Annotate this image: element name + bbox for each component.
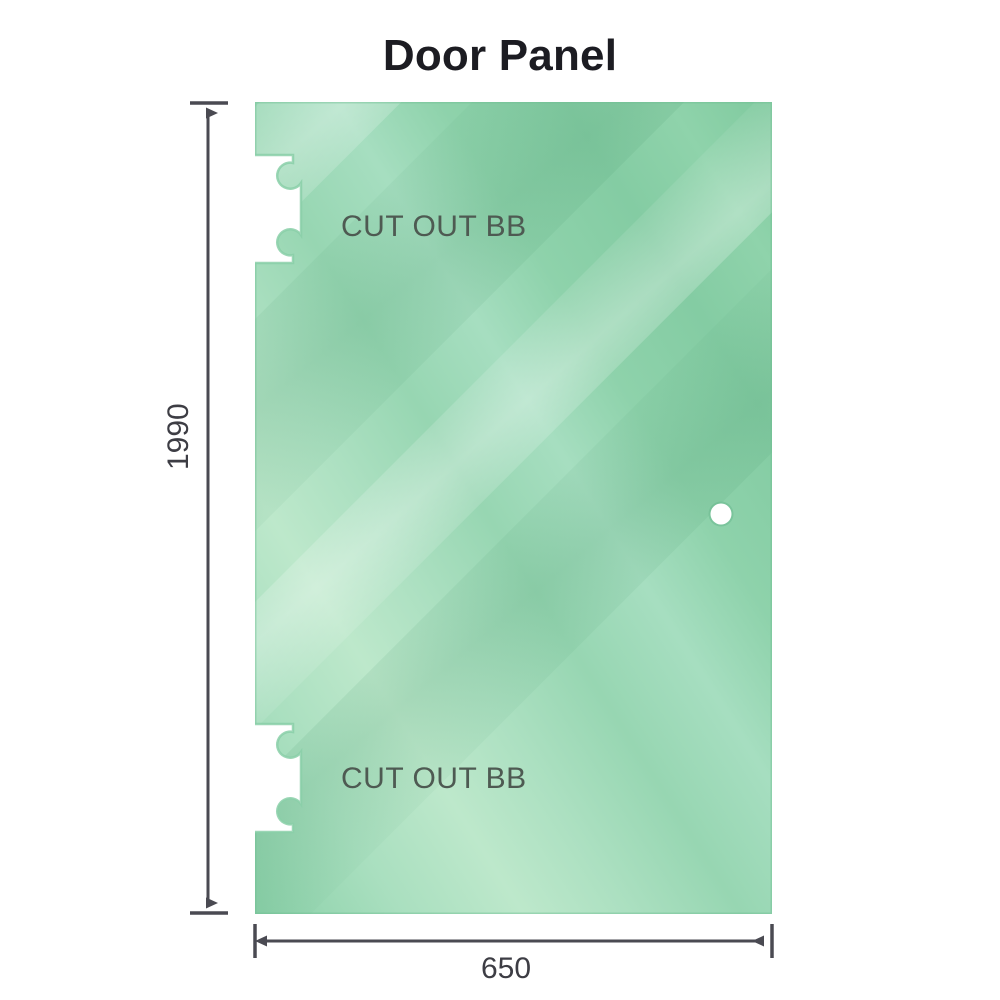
height-dimension bbox=[190, 101, 228, 915]
cutout-label-top: CUT OUT BB bbox=[341, 210, 527, 243]
cutout-bb-bottom-outline bbox=[255, 722, 303, 834]
glass-panel-graphic bbox=[255, 102, 772, 914]
cutout-bb-top-outline bbox=[255, 153, 303, 265]
width-dimension-value: 650 bbox=[0, 952, 1000, 986]
page-title: Door Panel bbox=[382, 31, 618, 80]
cutout-label-bottom: CUT OUT BB bbox=[341, 762, 527, 795]
height-dimension-value: 1990 bbox=[162, 403, 195, 470]
glass-body bbox=[255, 102, 772, 914]
width-value-text: 650 bbox=[480, 952, 532, 985]
handle-hole bbox=[708, 501, 734, 527]
glass-panel bbox=[255, 102, 772, 914]
